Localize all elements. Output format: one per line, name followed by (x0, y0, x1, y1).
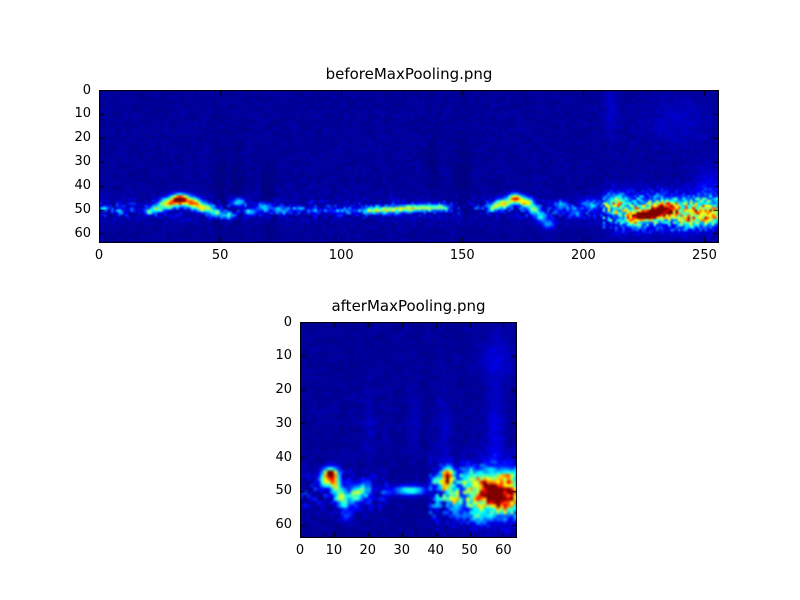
plot-title-before: beforeMaxPooling.png (325, 65, 493, 83)
x-tick-label: 200 (570, 248, 596, 263)
x-tick-label: 10 (325, 543, 343, 558)
x-tick-label: 100 (328, 248, 354, 263)
before-maxpooling-plot: beforeMaxPooling.png 0 50 100 150 200 250 0 10 2… (74, 65, 719, 263)
y-tick-label: 40 (275, 449, 292, 465)
after-maxpooling-spectrogram (300, 322, 517, 538)
x-tick-label: 20 (359, 543, 377, 558)
y-tick-label: 50 (275, 483, 292, 499)
x-tick-label: 150 (449, 248, 475, 263)
y-tick-label: 30 (275, 415, 292, 431)
x-tick-label: 250 (692, 248, 717, 263)
y-tick-label: 0 (283, 314, 292, 330)
y-tick-label: 60 (74, 225, 91, 241)
y-tick-label: 30 (74, 154, 91, 170)
y-tick-label: 10 (74, 106, 91, 122)
x-tick-label: 50 (211, 248, 229, 263)
x-tick-label: 0 (295, 543, 305, 558)
after-maxpooling-plot: afterMaxPooling.png 0 10 20 30 40 50 60 0 10 20 30… (275, 297, 517, 558)
y-tick-label: 0 (82, 82, 91, 98)
before-maxpooling-spectrogram (99, 90, 719, 243)
y-tick-label: 60 (275, 517, 292, 532)
x-tick-label: 40 (427, 543, 444, 558)
y-tick-label: 40 (74, 178, 91, 194)
x-tick-label: 30 (393, 543, 410, 558)
y-tick-label: 20 (275, 382, 292, 397)
x-tick-label: 0 (94, 248, 104, 263)
x-tick-label: 50 (461, 543, 478, 558)
y-tick-label: 20 (74, 130, 91, 146)
y-tick-label: 10 (275, 348, 292, 364)
y-tick-label: 50 (74, 202, 91, 218)
x-tick-label: 60 (495, 543, 512, 558)
plot-title-after: afterMaxPooling.png (331, 297, 486, 315)
